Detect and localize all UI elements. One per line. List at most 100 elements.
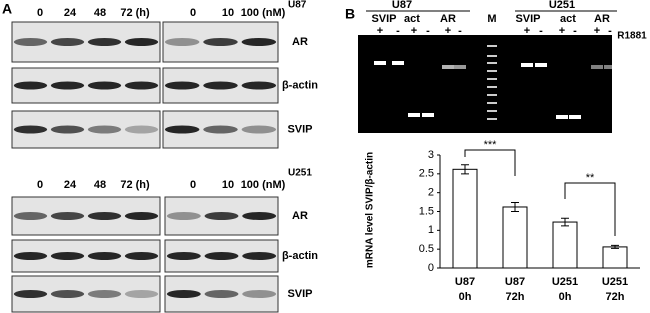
lane-label: AR (440, 13, 456, 25)
band (242, 290, 277, 298)
bar (602, 246, 628, 269)
sign: - (608, 25, 612, 37)
gel-band (521, 63, 533, 67)
band (164, 81, 200, 90)
time-label: 24 (64, 179, 77, 191)
band (13, 125, 48, 134)
band (124, 252, 159, 260)
sign: - (396, 25, 400, 37)
ladder-band (487, 102, 497, 104)
cell-line: U251 (288, 168, 312, 179)
sign: + (445, 25, 451, 37)
band (13, 252, 48, 260)
time-label: 24 (64, 7, 77, 19)
band (50, 81, 85, 90)
gel-group: U251 (549, 0, 575, 11)
blot-label: AR (292, 210, 308, 222)
band (50, 212, 85, 220)
dose-label: 0 (190, 7, 196, 19)
band (87, 252, 122, 260)
ladder-band (487, 78, 497, 80)
sign: - (573, 25, 577, 37)
band (164, 38, 200, 46)
sign: - (458, 25, 462, 37)
y-tick-label: 0.5 (419, 243, 434, 255)
error-bar (461, 164, 469, 175)
band (242, 252, 277, 260)
time-label: 0 (37, 7, 43, 19)
gel-band (591, 65, 603, 69)
y-tick-label: 3 (428, 149, 434, 161)
gel-band (535, 63, 547, 67)
y-tick-label: 2 (428, 187, 434, 199)
band (87, 125, 122, 134)
band (13, 38, 48, 46)
y-tick-label: 1 (428, 224, 434, 236)
time-label: 48 (94, 179, 106, 191)
significance: *** (484, 139, 498, 151)
time-label: 0 (37, 179, 43, 191)
band (242, 212, 277, 220)
error-bar (561, 217, 569, 227)
ladder-band (487, 70, 497, 72)
x-tick-label: 72h (606, 291, 625, 303)
lane-label: AR (594, 13, 610, 25)
ladder-band (487, 118, 497, 120)
ladder-band (487, 110, 497, 112)
time-label: 72 (h) (120, 179, 150, 191)
bar (552, 221, 578, 269)
band (124, 125, 159, 134)
band (87, 81, 122, 90)
error-bar (511, 201, 519, 212)
x-tick-label: U251 (552, 276, 578, 288)
panel-label: A (2, 1, 12, 17)
blot-label: β-actin (282, 79, 318, 91)
significance-bracket (464, 149, 516, 176)
band (241, 81, 277, 90)
ladder-band (487, 86, 497, 88)
sign: + (594, 25, 600, 37)
band (13, 81, 48, 90)
ladder-band (487, 62, 497, 64)
x-tick-label: 0h (559, 291, 572, 303)
time-label: 48 (94, 7, 106, 19)
sign: + (559, 25, 565, 37)
gel-band (422, 113, 434, 117)
cell-line: U87 (288, 0, 307, 11)
y-axis-label: mRNA level SVIP/β-actin (365, 152, 376, 268)
band (203, 81, 238, 90)
band (124, 38, 159, 46)
blot-label: SVIP (287, 288, 312, 300)
panel-label: B (345, 6, 355, 22)
lane-label: act (404, 13, 420, 25)
sign: - (426, 25, 430, 37)
dose-label: 0 (190, 179, 196, 191)
x-tick-label: U251 (602, 276, 628, 288)
band (124, 212, 159, 220)
sign: + (377, 25, 383, 37)
band (204, 252, 239, 260)
time-label: 72 (h) (120, 7, 150, 19)
blot-label: SVIP (287, 123, 312, 135)
band (13, 212, 48, 220)
band (87, 212, 122, 220)
blot-label: β-actin (282, 250, 318, 262)
band (50, 38, 85, 46)
band (241, 38, 277, 46)
band (204, 290, 239, 298)
lane-label: M (487, 13, 496, 25)
gel-band (392, 61, 404, 65)
gel-band (454, 65, 466, 69)
band (87, 38, 122, 46)
dose-label: 100 (nM) (241, 179, 286, 191)
band (166, 290, 201, 298)
sign: + (524, 25, 530, 37)
dose-label: 10 (222, 179, 234, 191)
lane-label: SVIP (371, 13, 396, 25)
band (87, 290, 122, 298)
gel-band (442, 65, 454, 69)
gel-band (374, 61, 386, 65)
band (13, 290, 48, 298)
treatment: R1881 (617, 31, 647, 42)
